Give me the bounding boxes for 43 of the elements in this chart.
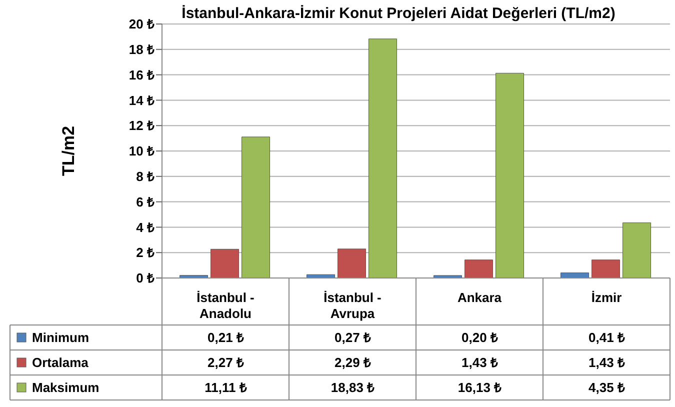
- y-tick-label: 2 ₺: [136, 245, 155, 260]
- bar: [464, 260, 494, 278]
- y-tick-label: 20 ₺: [128, 16, 155, 32]
- data-label: 0,20 ₺: [462, 330, 498, 345]
- data-label: 18,83 ₺: [330, 380, 376, 395]
- data-label: 11,11 ₺: [204, 380, 248, 395]
- y-axis-title: TL/m2: [59, 126, 78, 176]
- y-tick-label: 10 ₺: [128, 144, 155, 159]
- x-tick-label: İstanbul - Anadolu: [196, 290, 254, 321]
- data-label: 4,35 ₺: [588, 380, 626, 395]
- chart-title: İstanbul-Ankara-İzmir Konut Projeleri Aidat Değerleri (TL/m2): [182, 5, 616, 22]
- data-label: 0,41 ₺: [588, 330, 626, 345]
- data-label: 2,27 ₺: [208, 355, 244, 370]
- x-tick-label: Ankara: [457, 290, 502, 305]
- y-tick-label: 14 ₺: [128, 92, 155, 108]
- bar: [560, 272, 590, 278]
- bar: [242, 136, 270, 278]
- bar: [368, 38, 398, 278]
- bar: [210, 248, 240, 278]
- y-tick-label: 18 ₺: [128, 42, 155, 58]
- bar: [496, 72, 524, 278]
- x-tick-label: İstanbul - Avrupa: [324, 290, 382, 321]
- y-tick-label: 0 ₺: [136, 270, 155, 286]
- y-tick-label: 4 ₺: [136, 220, 155, 235]
- y-tick-label: 6 ₺: [136, 194, 155, 210]
- data-label: 2,29 ₺: [334, 355, 372, 370]
- data-label: 0,21 ₺: [208, 330, 244, 345]
- bar: [338, 248, 366, 278]
- bar: [434, 275, 462, 278]
- bar: [592, 260, 620, 278]
- x-tick-label: İzmir: [591, 290, 622, 305]
- bar: [306, 274, 336, 278]
- y-tick-label: 16 ₺: [128, 67, 155, 82]
- data-label: 1,43 ₺: [462, 355, 498, 370]
- data-label: 1,43 ₺: [588, 355, 626, 370]
- data-label: 16,13 ₺: [458, 380, 502, 395]
- y-tick-label: 12 ₺: [128, 118, 155, 134]
- legend-label: Minimum: [32, 330, 90, 345]
- bar: [622, 222, 652, 278]
- y-tick-label: 8 ₺: [136, 169, 155, 184]
- legend-label: Maksimum: [32, 380, 100, 395]
- data-label: 0,27 ₺: [334, 330, 372, 345]
- legend-label: Ortalama: [32, 355, 90, 370]
